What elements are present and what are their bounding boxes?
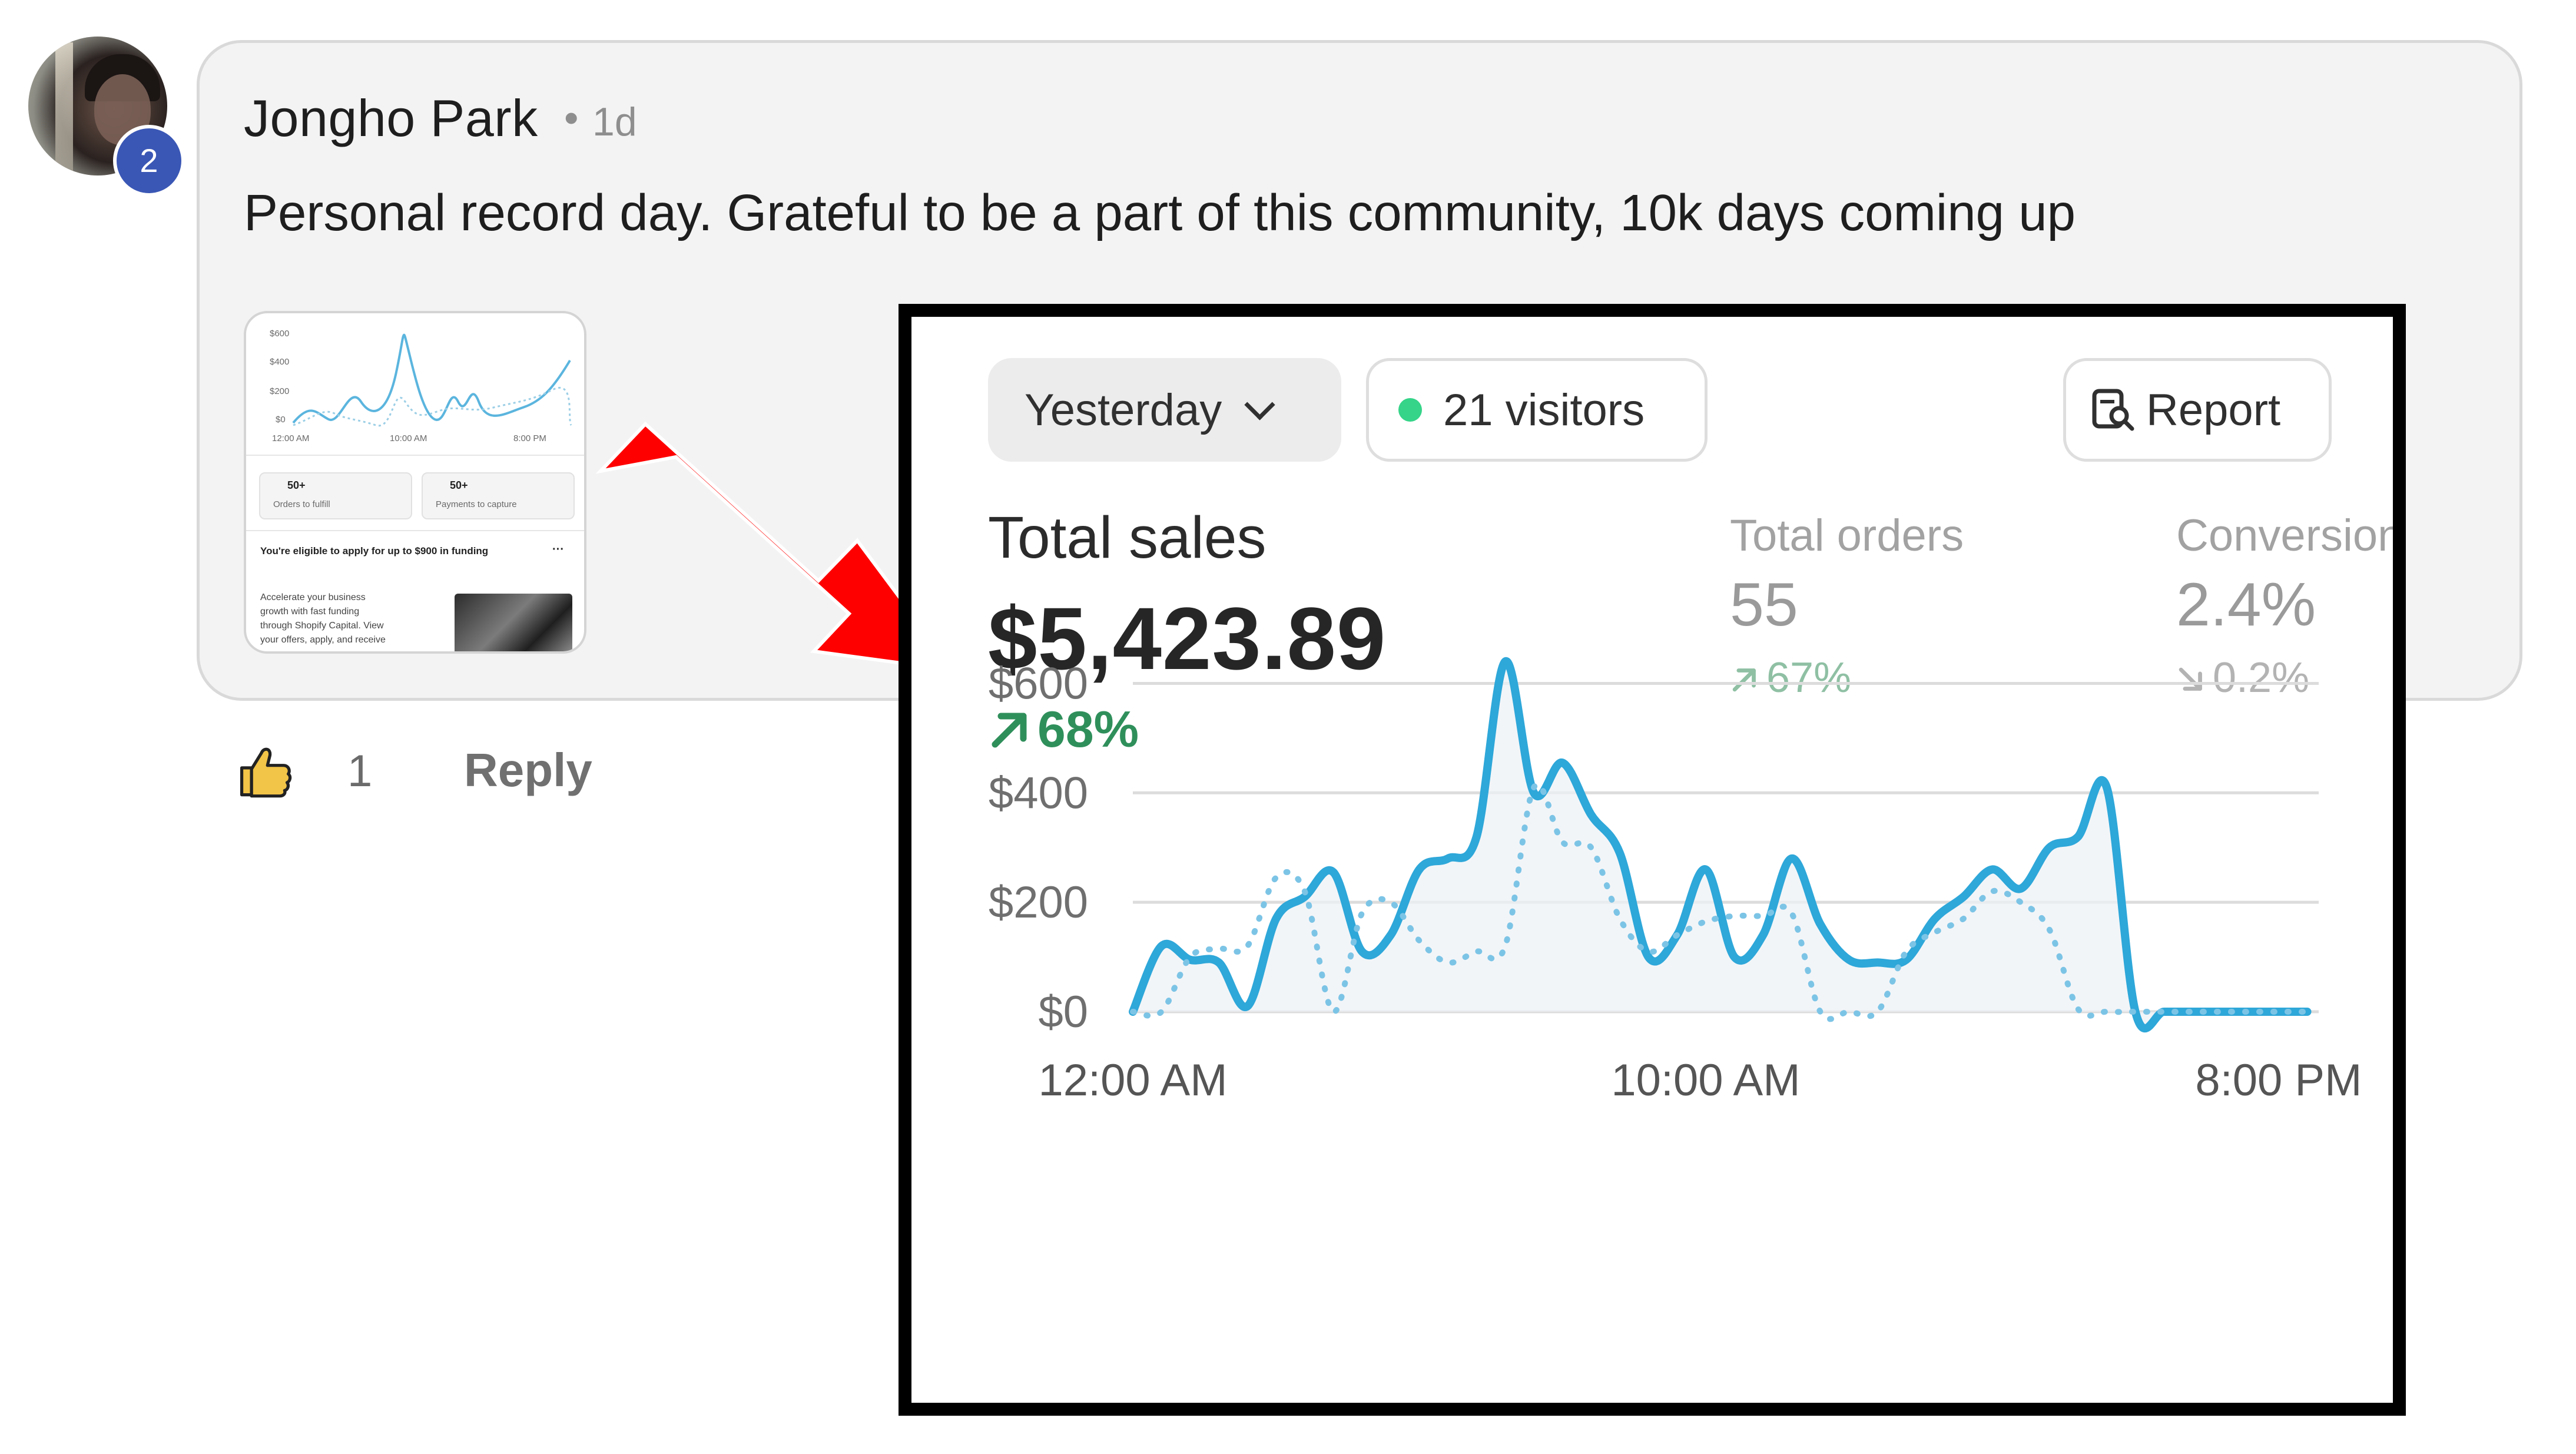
y-tick-label: $400: [989, 768, 1088, 818]
comment-timestamp: 1d: [592, 100, 637, 144]
comment-text: Personal record day. Grateful to be a pa…: [244, 184, 2076, 241]
comment-author[interactable]: Jongho Park: [244, 89, 538, 147]
avatar[interactable]: [28, 37, 167, 175]
analytics-zoom-panel: Yesterday 21 visitors Report Total sales…: [899, 304, 2406, 1416]
thumb-card-payments: 50+ Payments to capture: [422, 472, 575, 519]
avatar-lamp-shape: [55, 42, 73, 172]
thumb-ytick: $0: [276, 415, 286, 425]
conversion-label: Conversion: [2176, 511, 2403, 561]
total-orders-delta-text: 67%: [1766, 654, 1852, 701]
thumb-ytick: $200: [270, 386, 290, 396]
thumb-mini-chart: [292, 333, 572, 427]
x-tick-label: 8:00 PM: [2195, 1055, 2362, 1105]
total-orders-delta: 67%: [1730, 654, 1851, 702]
thumb-promo-photo: [455, 594, 572, 651]
chart-axis-labels: $600 $400 $200 $0 12:00 AM 10:00 AM 8:00 PM: [989, 658, 2362, 1105]
attachment-thumbnail[interactable]: $600 $400 $200 $0 12:00 AM 10:00 AM 8:00…: [244, 311, 586, 654]
thumb-card-orders: 50+ Orders to fulfill: [259, 472, 412, 519]
thumb-menu-icon: ···: [552, 543, 564, 556]
thumb-promo-line: Accelerate your business: [260, 592, 366, 602]
arrow-down-right-icon: [2179, 667, 2202, 691]
date-range-dropdown[interactable]: Yesterday: [988, 358, 1341, 462]
x-tick-label: 10:00 AM: [1611, 1055, 1800, 1105]
thumb-xtick: 12:00 AM: [272, 433, 310, 443]
thumb-promo-line: through Shopify Capital. View: [260, 621, 384, 631]
conversion-delta: 0.2%: [2176, 654, 2309, 702]
conversion-value: 2.4%: [2176, 571, 2316, 639]
y-tick-label: $600: [989, 658, 1088, 708]
thumbs-up-icon[interactable]: [233, 740, 294, 801]
x-tick-label: 12:00 AM: [1038, 1055, 1227, 1105]
series-line-comparison: [1130, 781, 2310, 1022]
total-sales-delta: 68%: [988, 701, 1139, 759]
thumb-line-dotted: [293, 387, 572, 427]
total-sales-value: $5,423.89: [988, 589, 1387, 688]
thumb-divider: [246, 455, 584, 456]
thumb-promo-title: You're eligible to apply for up to $900 …: [260, 545, 489, 557]
thumb-promo-line: growth with fast funding: [260, 607, 360, 617]
chart-area-fill: [1133, 661, 2308, 1029]
sales-line-chart: $600 $400 $200 $0 12:00 AM 10:00 AM 8:00 PM: [989, 657, 2362, 1105]
like-count: 1: [347, 746, 373, 796]
y-tick-label: $0: [1038, 987, 1088, 1037]
total-orders-label: Total orders: [1730, 511, 1964, 561]
visitors-label: 21 visitors: [1443, 385, 1645, 435]
total-sales-label: Total sales: [988, 505, 1267, 571]
total-sales-delta-text: 68%: [1037, 701, 1139, 758]
report-label: Report: [2146, 385, 2281, 435]
meta-separator: •: [564, 95, 579, 141]
thumb-ytick: $400: [270, 357, 290, 367]
arrow-up-right-icon: [1732, 668, 1756, 692]
series-line-current: [1129, 657, 2312, 1033]
thumb-card-sub: Payments to capture: [436, 499, 517, 509]
report-button[interactable]: Report: [2063, 358, 2332, 462]
reply-button[interactable]: Reply: [464, 744, 592, 796]
live-visitors-button[interactable]: 21 visitors: [1366, 358, 1708, 462]
y-tick-label: $200: [989, 877, 1088, 928]
level-badge: 2: [113, 125, 185, 197]
chart-lines: [1129, 657, 2312, 1033]
thumb-card-title: 50+: [287, 479, 306, 491]
thumb-card-title: 50+: [450, 479, 468, 491]
thumb-ytick: $600: [270, 329, 290, 339]
thumb-promo-line: your offers, apply, and receive: [260, 635, 386, 645]
thumb-line-solid: [292, 333, 571, 424]
thumb-xtick: 8:00 PM: [513, 433, 546, 443]
thumb-divider: [246, 530, 584, 531]
thumb-card-sub: Orders to fulfill: [273, 499, 330, 509]
thumb-xtick: 10:00 AM: [390, 433, 427, 443]
arrow-up-right-icon: [992, 713, 1027, 748]
live-status-dot-icon: [1398, 398, 1422, 422]
total-orders-value: 55: [1730, 571, 1798, 639]
series-area: [1133, 661, 2308, 1029]
conversion-delta-text: 0.2%: [2213, 654, 2310, 701]
date-range-label: Yesterday: [1025, 385, 1222, 435]
report-search-icon: [2092, 389, 2134, 431]
